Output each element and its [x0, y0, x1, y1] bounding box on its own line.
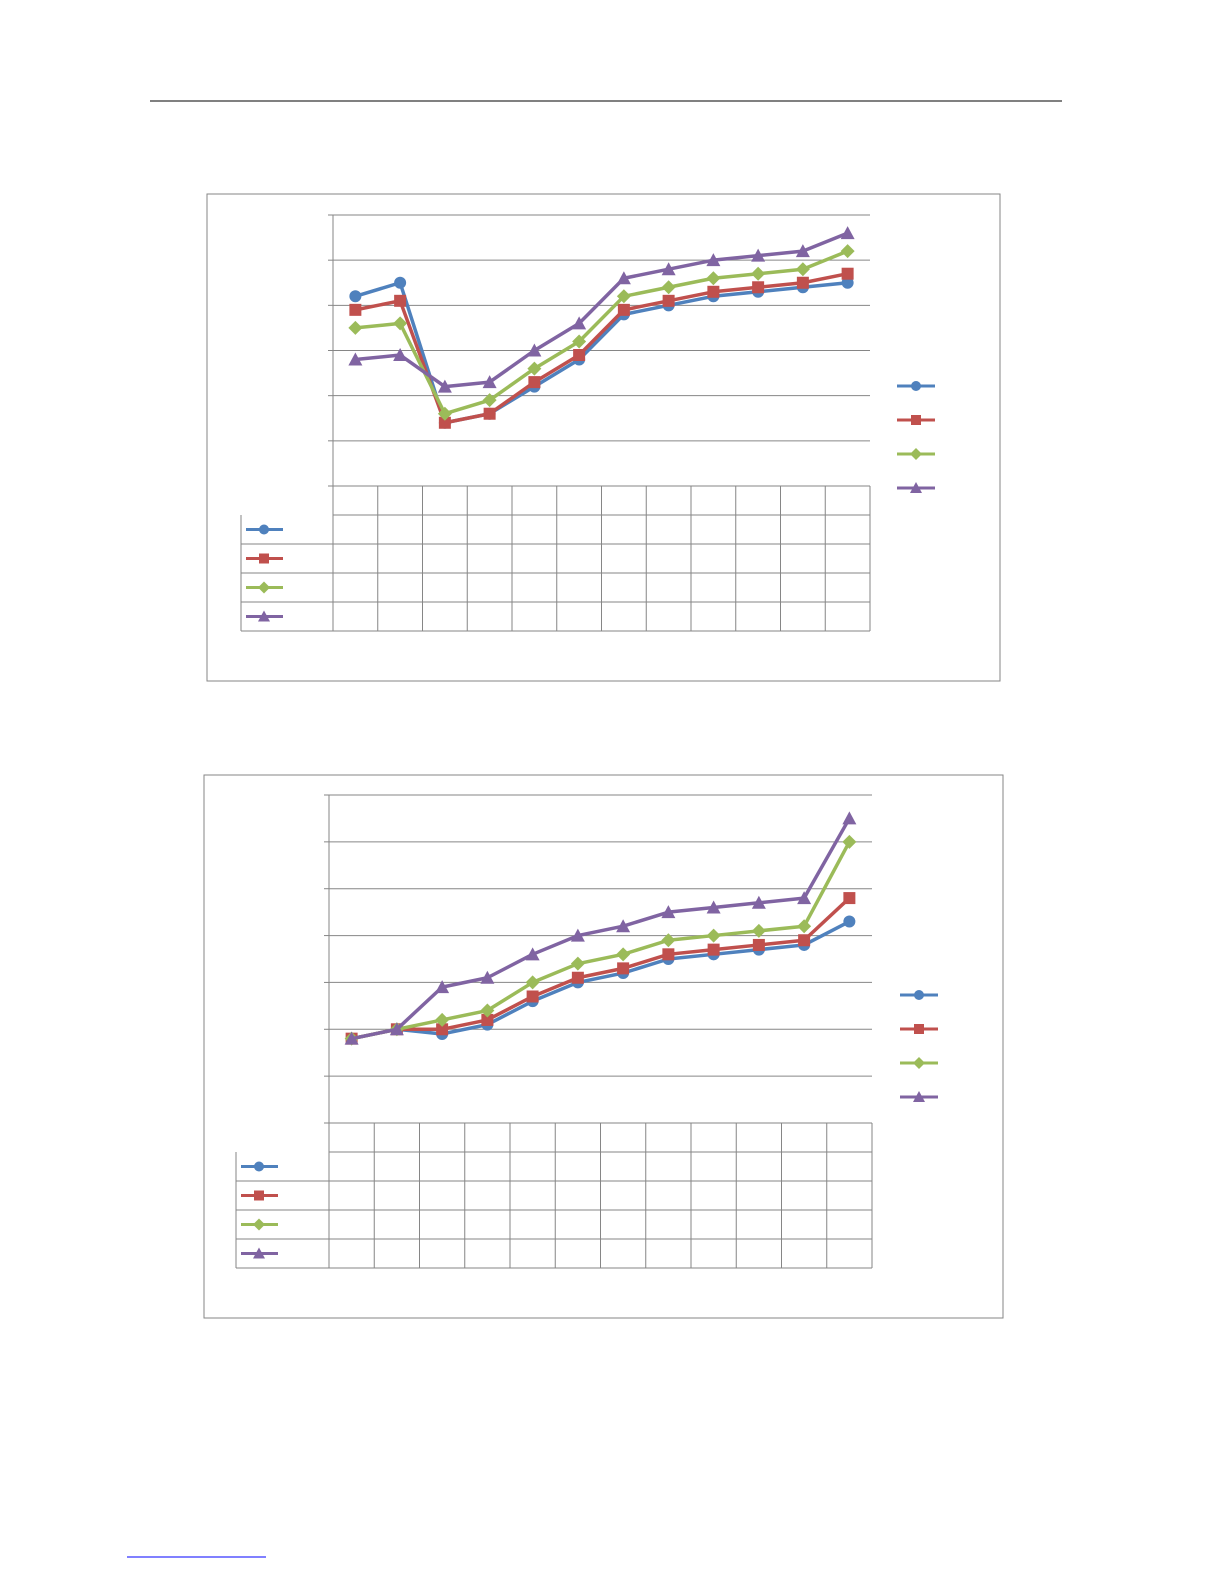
- legend-marker: [911, 381, 921, 391]
- point: [797, 891, 812, 905]
- series-line: [351, 919, 851, 1041]
- point: [437, 379, 452, 393]
- point: [843, 915, 856, 928]
- series-line: [355, 231, 849, 389]
- point: [751, 266, 766, 281]
- table-key-marker: [259, 524, 269, 535]
- point: [571, 971, 584, 984]
- table-key-marker: [258, 610, 270, 622]
- point: [349, 303, 362, 316]
- legend-marker: [910, 482, 922, 493]
- point: [438, 416, 451, 429]
- point: [436, 1023, 449, 1036]
- point: [661, 280, 676, 295]
- point: [751, 923, 766, 938]
- point: [394, 276, 407, 289]
- point: [616, 919, 631, 933]
- point: [572, 316, 587, 330]
- point: [572, 334, 587, 349]
- series-line: [351, 841, 851, 1041]
- point: [348, 352, 363, 366]
- table-key-marker: [258, 581, 270, 594]
- point: [797, 919, 812, 934]
- point: [662, 294, 675, 307]
- point: [661, 262, 676, 276]
- point: [570, 928, 585, 942]
- point: [706, 271, 721, 286]
- table-key-marker: [254, 1190, 264, 1201]
- legend-marker: [911, 415, 921, 425]
- point: [480, 1003, 495, 1018]
- point: [752, 938, 765, 951]
- point: [525, 947, 540, 961]
- point: [435, 1012, 450, 1027]
- legend-marker: [913, 1057, 925, 1069]
- point: [840, 244, 855, 259]
- point: [796, 276, 809, 289]
- point: [842, 834, 857, 849]
- point: [616, 271, 631, 285]
- point: [616, 289, 631, 304]
- point: [525, 975, 540, 990]
- point: [617, 962, 630, 975]
- point: [706, 928, 721, 943]
- table-key-marker: [253, 1218, 265, 1231]
- point: [349, 290, 362, 303]
- legend-marker: [910, 448, 922, 460]
- point: [481, 1013, 494, 1026]
- point: [570, 956, 585, 971]
- point: [795, 262, 810, 277]
- point: [394, 294, 407, 307]
- table-key-marker: [259, 553, 269, 564]
- point: [661, 933, 676, 948]
- point: [527, 343, 542, 357]
- point: [707, 285, 720, 298]
- point: [841, 267, 854, 280]
- series-line: [351, 817, 851, 1041]
- point: [706, 253, 721, 267]
- point: [661, 905, 676, 919]
- point: [573, 349, 586, 362]
- point: [389, 1022, 404, 1036]
- point: [437, 406, 452, 421]
- point: [348, 320, 363, 335]
- chart-frame: [203, 774, 1004, 1319]
- point: [752, 281, 765, 294]
- point: [798, 934, 811, 947]
- point: [393, 316, 408, 331]
- legend-marker: [914, 1024, 924, 1034]
- table-key-marker: [254, 1161, 264, 1172]
- point: [483, 407, 496, 420]
- point: [751, 248, 766, 262]
- chart-frame: [206, 193, 1001, 682]
- point: [344, 1031, 359, 1045]
- legend-marker: [913, 1091, 925, 1102]
- point: [842, 811, 857, 825]
- point: [706, 900, 721, 914]
- point: [751, 895, 766, 909]
- point: [843, 892, 856, 905]
- point: [617, 303, 630, 316]
- point: [662, 948, 675, 961]
- point: [435, 980, 450, 994]
- legend-marker: [914, 990, 924, 1000]
- point: [840, 226, 855, 240]
- point: [527, 361, 542, 376]
- series-line: [351, 896, 851, 1041]
- point: [480, 970, 495, 984]
- series-line: [355, 249, 849, 416]
- point: [707, 943, 720, 956]
- table-key-marker: [253, 1247, 265, 1259]
- point: [795, 244, 810, 258]
- point: [616, 947, 631, 962]
- point: [841, 276, 854, 289]
- point: [482, 393, 497, 408]
- point: [393, 348, 408, 362]
- point: [528, 376, 541, 389]
- point: [482, 375, 497, 389]
- point: [526, 990, 539, 1003]
